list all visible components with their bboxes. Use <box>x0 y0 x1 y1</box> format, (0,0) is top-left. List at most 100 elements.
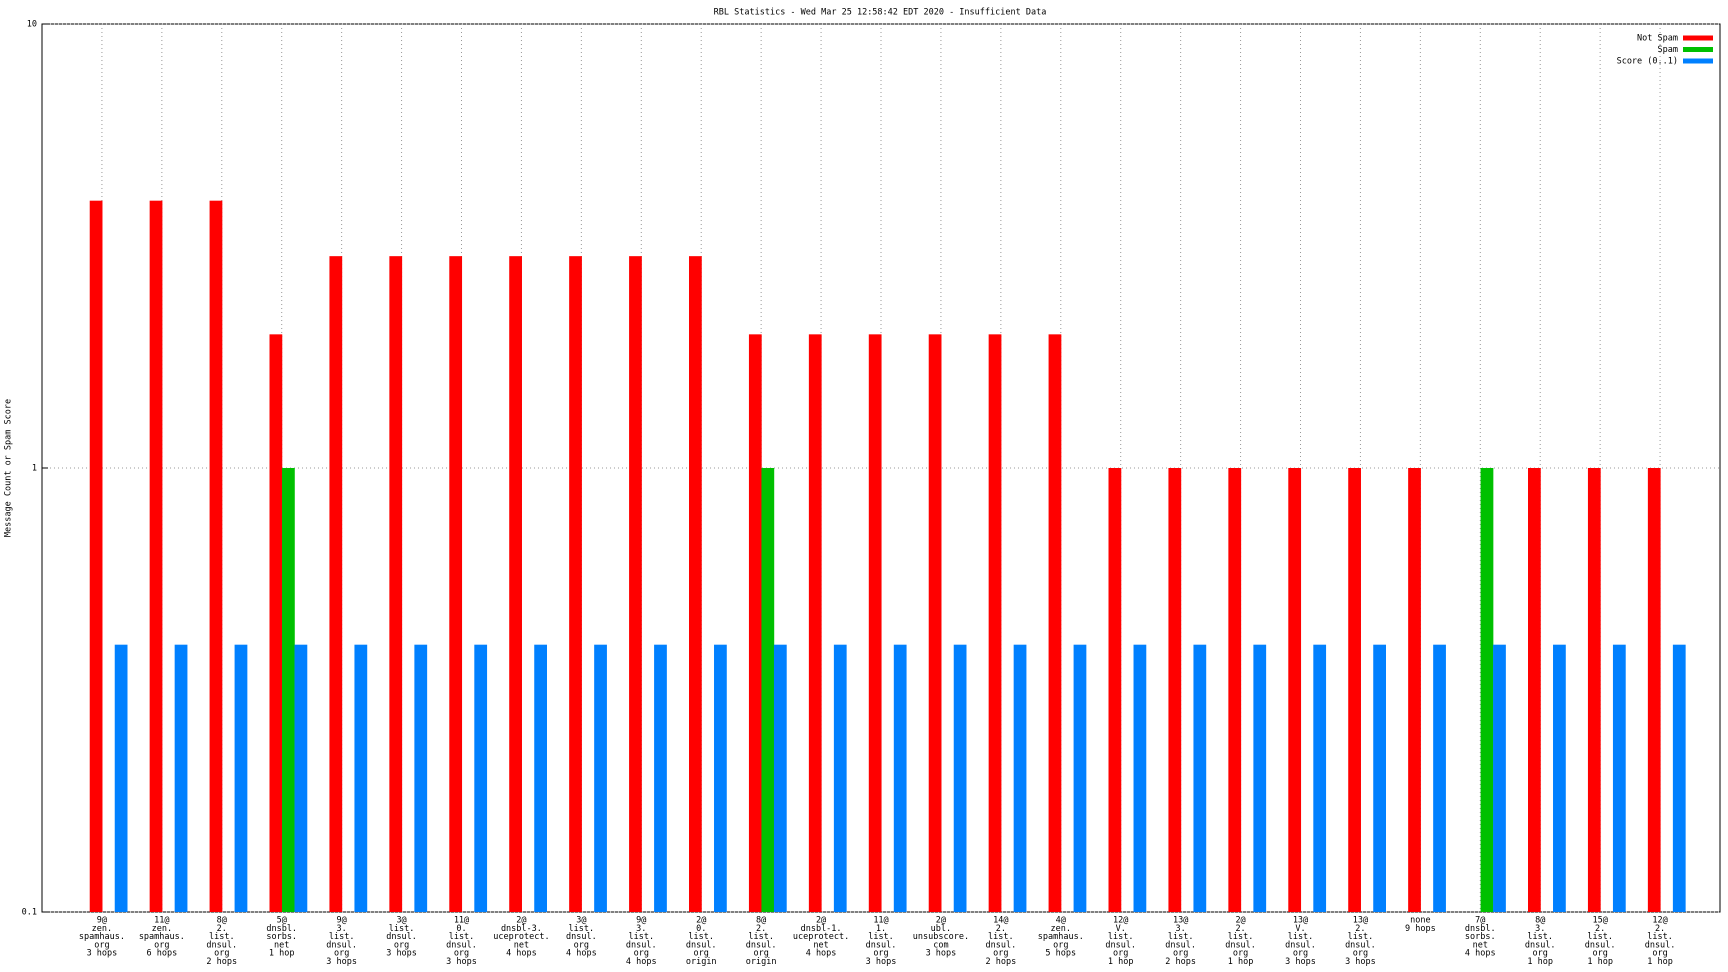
bar <box>1647 468 1661 912</box>
x-tick-label: 2. <box>1355 924 1365 934</box>
bar <box>629 256 642 912</box>
bar <box>414 644 428 912</box>
x-tick-label: 3 hops <box>326 957 357 967</box>
bar <box>1288 468 1302 912</box>
bar <box>833 644 847 912</box>
y-tick-label: 0.1 <box>22 908 37 918</box>
x-tick-label: 2@ <box>936 916 946 926</box>
x-tick-label: 2. <box>756 924 766 934</box>
x-tick-label: org <box>1533 949 1548 959</box>
bar <box>534 644 547 912</box>
x-tick-label: 14@ <box>993 916 1008 926</box>
x-tick-label: 3 hops <box>386 949 417 959</box>
x-tick-label: 3. <box>1176 924 1186 934</box>
bar <box>1313 644 1327 912</box>
x-tick-label: dnsul. <box>1525 940 1556 950</box>
bar <box>1013 644 1027 912</box>
x-tick-label: V. <box>1295 924 1305 934</box>
x-tick-label: origin <box>686 957 717 967</box>
x-tick-label: unsubscore. <box>913 932 969 942</box>
x-tick-label: 3 hops <box>926 949 957 959</box>
x-tick-label: list. <box>569 924 595 934</box>
x-tick-label: dnsul. <box>1225 940 1256 950</box>
legend-swatch <box>1683 35 1713 41</box>
bar <box>389 256 403 912</box>
x-tick-label: dnsbl. <box>266 924 297 934</box>
x-tick-label: list. <box>1288 932 1314 942</box>
x-tick-label: 0. <box>456 924 466 934</box>
x-tick-label: 3. <box>636 924 646 934</box>
x-tick-label: 2 hops <box>206 957 237 967</box>
x-tick-label: 7@ <box>1475 916 1485 926</box>
bar <box>269 334 283 913</box>
x-tick-label: 3 hops <box>1285 957 1316 967</box>
x-tick-label: 2. <box>217 924 227 934</box>
x-tick-label: 2. <box>1655 924 1665 934</box>
x-tick-label: dnsul. <box>1285 940 1316 950</box>
x-tick-label: list. <box>449 932 475 942</box>
x-tick-label: 5@ <box>277 916 287 926</box>
x-tick-label: 1. <box>876 924 886 934</box>
bar <box>569 256 582 912</box>
x-tick-label: 13@ <box>1293 916 1308 926</box>
x-tick-label: zen. <box>1051 924 1071 934</box>
x-tick-label: org <box>1053 940 1068 950</box>
bar <box>1228 468 1242 912</box>
x-tick-label: list. <box>1587 932 1613 942</box>
x-tick-label: com <box>933 940 948 950</box>
bar <box>953 644 967 912</box>
x-tick-label: list. <box>1647 932 1673 942</box>
x-tick-label: org <box>993 949 1008 959</box>
x-tick-label: zen. <box>92 924 112 934</box>
x-tick-label: 8@ <box>756 916 766 926</box>
bar <box>1493 644 1506 912</box>
x-tick-label: net <box>514 940 529 950</box>
x-tick-label: dnsul. <box>866 940 897 950</box>
bar <box>509 256 522 912</box>
bar <box>1587 468 1601 912</box>
x-tick-label: org <box>154 940 169 950</box>
bar <box>329 256 343 912</box>
x-tick-label: 11@ <box>873 916 888 926</box>
bar <box>773 644 787 912</box>
bar <box>928 334 942 913</box>
x-tick-label: org <box>873 949 888 959</box>
x-tick-label: 8@ <box>217 916 227 926</box>
x-tick-label: org <box>334 949 349 959</box>
x-tick-label: 2@ <box>516 916 526 926</box>
x-tick-label: org <box>1113 949 1128 959</box>
bar <box>1373 644 1386 912</box>
y-tick-label: 10 <box>27 20 37 30</box>
x-tick-label: 4 hops <box>566 949 597 959</box>
x-tick-label: dnsul. <box>686 940 717 950</box>
bar <box>174 644 188 912</box>
x-tick-label: 2@ <box>1235 916 1245 926</box>
x-tick-label: 2@ <box>816 916 826 926</box>
bar <box>234 644 248 912</box>
x-tick-label: org <box>1173 949 1188 959</box>
x-tick-label: 2. <box>1235 924 1245 934</box>
x-tick-label: 1 hop <box>1647 957 1673 967</box>
x-tick-label: list. <box>628 932 654 942</box>
x-tick-label: dnsul. <box>746 940 777 950</box>
x-tick-label: 2 hops <box>1165 957 1196 967</box>
x-tick-label: dnsul. <box>566 932 597 942</box>
x-tick-label: dnsul. <box>626 940 657 950</box>
x-tick-label: 3 hops <box>866 957 897 967</box>
bar <box>1672 644 1686 912</box>
x-tick-label: dnsbl-1. <box>801 924 842 934</box>
x-tick-label: 3@ <box>396 916 406 926</box>
x-tick-label: org <box>1353 949 1368 959</box>
bar <box>1193 644 1207 912</box>
bar <box>1480 468 1494 912</box>
x-tick-label: 4 hops <box>506 949 537 959</box>
bar <box>1433 644 1446 912</box>
legend-label: Not Spam <box>1637 34 1678 44</box>
x-tick-label: 4 hops <box>626 957 657 967</box>
x-tick-label: list. <box>1527 932 1553 942</box>
x-tick-label: dnsul. <box>1165 940 1196 950</box>
x-tick-label: net <box>274 940 289 950</box>
x-tick-label: 9@ <box>337 916 347 926</box>
x-tick-label: list. <box>1348 932 1374 942</box>
bar <box>893 644 907 912</box>
